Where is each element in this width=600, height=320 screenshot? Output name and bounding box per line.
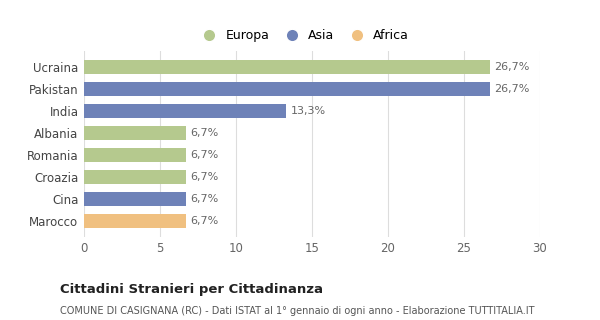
Text: 6,7%: 6,7% <box>190 216 218 226</box>
Bar <box>84 148 186 162</box>
Bar <box>84 60 490 74</box>
Text: 26,7%: 26,7% <box>494 84 530 94</box>
Text: Cittadini Stranieri per Cittadinanza: Cittadini Stranieri per Cittadinanza <box>60 283 323 296</box>
Bar <box>84 170 186 184</box>
Bar <box>84 82 490 96</box>
Text: 6,7%: 6,7% <box>190 172 218 182</box>
Text: 6,7%: 6,7% <box>190 128 218 138</box>
Text: 6,7%: 6,7% <box>190 194 218 204</box>
Text: COMUNE DI CASIGNANA (RC) - Dati ISTAT al 1° gennaio di ogni anno - Elaborazione : COMUNE DI CASIGNANA (RC) - Dati ISTAT al… <box>60 306 535 316</box>
Legend: Europa, Asia, Africa: Europa, Asia, Africa <box>192 24 414 47</box>
Bar <box>84 126 186 140</box>
Text: 13,3%: 13,3% <box>291 106 326 116</box>
Bar <box>84 192 186 206</box>
Bar <box>84 214 186 228</box>
Text: 26,7%: 26,7% <box>494 62 530 72</box>
Bar <box>84 104 286 118</box>
Text: 6,7%: 6,7% <box>190 150 218 160</box>
